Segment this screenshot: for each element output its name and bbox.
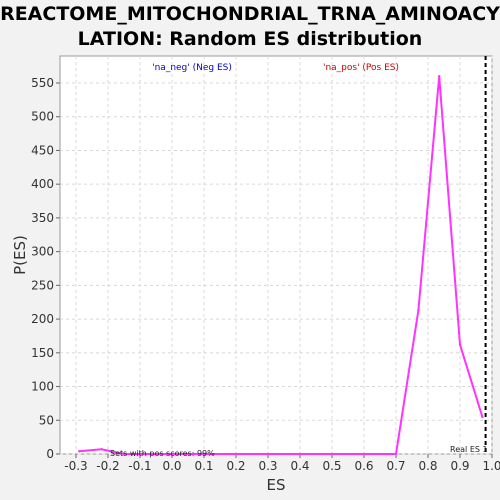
real-es-label: Real ES 1 [450, 445, 488, 454]
legend-pos-es: 'na_pos' (Pos ES) [323, 63, 399, 73]
y-tick-label: 0 [46, 447, 54, 461]
x-tick-label: 0.9 [450, 459, 469, 473]
y-axis-title: P(ES) [11, 235, 29, 275]
x-tick-label: 0.4 [290, 459, 309, 473]
y-tick-label: 500 [31, 110, 54, 124]
x-tick-label: 0.3 [258, 459, 277, 473]
x-tick-label: 1.0 [482, 459, 500, 473]
y-tick-label: 350 [31, 211, 54, 225]
y-tick-label: 300 [31, 245, 54, 259]
data-point [438, 75, 441, 78]
x-tick-label: -0.2 [96, 459, 119, 473]
axis-ticks: -0.3 -0.2 -0.1 0.0 0.1 0.2 0.3 0.4 0.5 0.6 0.7 0.8 0… [31, 76, 500, 473]
grid-lines [60, 56, 493, 455]
data-point [330, 452, 334, 456]
data-point [202, 452, 206, 456]
y-tick-label: 150 [31, 346, 54, 360]
data-point [481, 415, 484, 419]
y-tick-label: 400 [31, 177, 54, 191]
data-point [394, 452, 398, 456]
y-tick-label: 550 [31, 76, 54, 90]
y-tick-label: 450 [31, 143, 54, 157]
data-point [417, 309, 420, 312]
x-tick-label: -0.3 [64, 459, 87, 473]
y-tick-label: 200 [31, 312, 54, 326]
data-point [266, 452, 270, 456]
y-tick-label: 100 [31, 380, 54, 394]
x-axis-title: ES [267, 476, 286, 494]
chart-title-line-1: REACTOME_MITOCHONDRIAL_TRNA_AMINOACY [0, 3, 500, 25]
data-point [234, 452, 238, 456]
legend-neg-es: 'na_neg' (Neg ES) [152, 63, 232, 73]
data-point [458, 343, 462, 346]
y-tick-label: 250 [31, 278, 54, 292]
x-tick-label: 0.8 [418, 459, 437, 473]
y-tick-label: 50 [39, 413, 54, 427]
x-tick-label: 0.5 [322, 459, 341, 473]
x-tick-label: -0.1 [128, 459, 151, 473]
data-point [78, 450, 81, 453]
plot-area [59, 55, 493, 455]
series-layer [78, 75, 484, 456]
data-point [170, 452, 174, 456]
x-tick-label: 0.1 [194, 459, 213, 473]
data-point [362, 452, 366, 456]
x-tick-label: 0.6 [354, 459, 373, 473]
x-tick-label: 0.2 [226, 459, 245, 473]
chart-title-line-2: LATION: Random ES distribution [78, 28, 423, 50]
data-point [100, 448, 103, 451]
data-point [122, 452, 126, 456]
pos-scores-annotation: Sets with pos scores: 99% [110, 449, 215, 458]
x-tick-label: 0.0 [162, 459, 181, 473]
x-tick-label: 0.7 [386, 459, 405, 473]
data-point [298, 452, 302, 456]
